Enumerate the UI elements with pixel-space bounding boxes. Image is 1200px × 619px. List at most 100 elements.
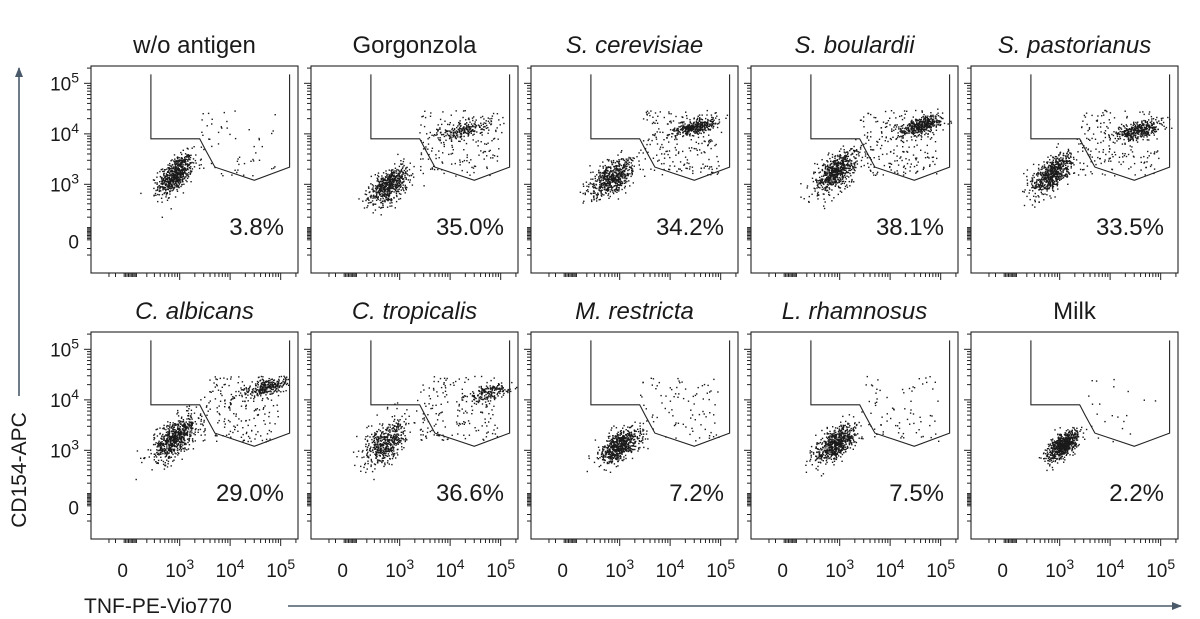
event-dot xyxy=(368,187,370,189)
event-dot xyxy=(1044,193,1046,195)
event-dot xyxy=(1153,134,1155,136)
event-dot xyxy=(1068,150,1070,152)
event-dot xyxy=(1137,132,1139,134)
event-dot xyxy=(1126,125,1128,127)
event-dot xyxy=(650,168,652,170)
event-dot xyxy=(1051,187,1054,190)
event-dot xyxy=(911,132,914,135)
event-dot xyxy=(609,181,611,183)
event-dot xyxy=(625,162,628,164)
event-dot xyxy=(824,168,827,170)
event-dot xyxy=(400,170,403,172)
event-dot xyxy=(1026,169,1029,171)
event-dot xyxy=(182,171,184,173)
event-dot xyxy=(909,166,912,168)
event-dot xyxy=(839,156,841,158)
event-dot xyxy=(393,188,395,190)
event-dot xyxy=(1063,174,1065,177)
event-dot xyxy=(157,193,159,196)
event-dot xyxy=(600,185,602,187)
event-dot xyxy=(391,187,393,190)
event-dot xyxy=(1046,161,1048,163)
event-dot xyxy=(203,148,205,151)
event-dot xyxy=(701,126,704,129)
event-dot xyxy=(455,110,457,112)
event-dot xyxy=(391,171,393,173)
event-dot xyxy=(930,118,932,120)
event-dot xyxy=(617,181,620,183)
event-dot xyxy=(926,117,929,119)
event-dot xyxy=(420,165,422,168)
event-dot xyxy=(176,161,178,163)
event-dot xyxy=(1153,121,1155,124)
panel-frame xyxy=(310,65,519,274)
event-dot xyxy=(391,181,393,184)
event-dot xyxy=(835,165,838,167)
event-dot xyxy=(943,122,946,125)
event-dot xyxy=(695,123,697,125)
event-dot xyxy=(169,164,171,167)
event-dot xyxy=(424,110,426,112)
event-dot xyxy=(391,185,393,187)
event-dot xyxy=(703,125,706,127)
event-dot xyxy=(387,190,389,193)
event-dot xyxy=(463,126,465,128)
event-dot xyxy=(817,183,819,185)
event-dot xyxy=(667,153,669,156)
event-dot xyxy=(164,177,166,179)
event-dot xyxy=(856,163,859,165)
event-dot xyxy=(926,119,929,121)
event-dot xyxy=(455,133,457,135)
event-dot xyxy=(381,188,383,190)
event-dot xyxy=(694,129,697,131)
event-dot xyxy=(1054,161,1057,163)
event-dot xyxy=(902,127,904,129)
event-dot xyxy=(612,178,614,180)
event-dot xyxy=(467,135,469,137)
event-dot xyxy=(443,143,445,146)
event-dot xyxy=(381,195,383,197)
event-dot xyxy=(1151,123,1153,125)
event-dot xyxy=(451,136,453,138)
event-dot xyxy=(1046,162,1048,165)
event-dot xyxy=(867,112,869,115)
event-dot xyxy=(687,130,690,132)
event-dot xyxy=(935,150,937,152)
event-dot xyxy=(937,120,940,122)
event-dot xyxy=(934,117,937,119)
event-dot xyxy=(449,130,451,132)
event-dot xyxy=(390,176,392,178)
event-dot xyxy=(916,128,919,131)
event-dot xyxy=(1058,168,1061,170)
event-dot xyxy=(454,135,457,138)
event-dot xyxy=(681,128,683,130)
event-dot xyxy=(696,125,698,128)
event-dot xyxy=(602,161,604,163)
event-dot xyxy=(460,128,462,130)
event-dot xyxy=(371,184,374,186)
event-dot xyxy=(616,165,619,167)
event-dot xyxy=(836,169,838,172)
event-dot xyxy=(1058,176,1060,179)
event-dot xyxy=(1052,174,1054,177)
event-dot xyxy=(166,175,168,177)
event-dot xyxy=(855,138,857,141)
event-dot xyxy=(1046,188,1049,190)
event-dot xyxy=(689,121,691,123)
event-dot xyxy=(190,181,192,183)
event-dot xyxy=(1061,174,1063,176)
event-dot xyxy=(927,125,929,127)
event-dot xyxy=(830,166,832,168)
event-dot xyxy=(894,124,897,126)
event-dot xyxy=(182,163,184,166)
event-dot xyxy=(834,179,836,182)
event-dot xyxy=(711,140,713,142)
event-dot xyxy=(842,145,845,147)
event-dot xyxy=(926,122,928,125)
event-dot xyxy=(626,165,628,167)
event-dot xyxy=(1060,171,1063,173)
event-dot xyxy=(1063,160,1065,162)
event-dot xyxy=(401,163,404,165)
event-dot xyxy=(173,188,175,190)
event-dot xyxy=(710,147,712,150)
